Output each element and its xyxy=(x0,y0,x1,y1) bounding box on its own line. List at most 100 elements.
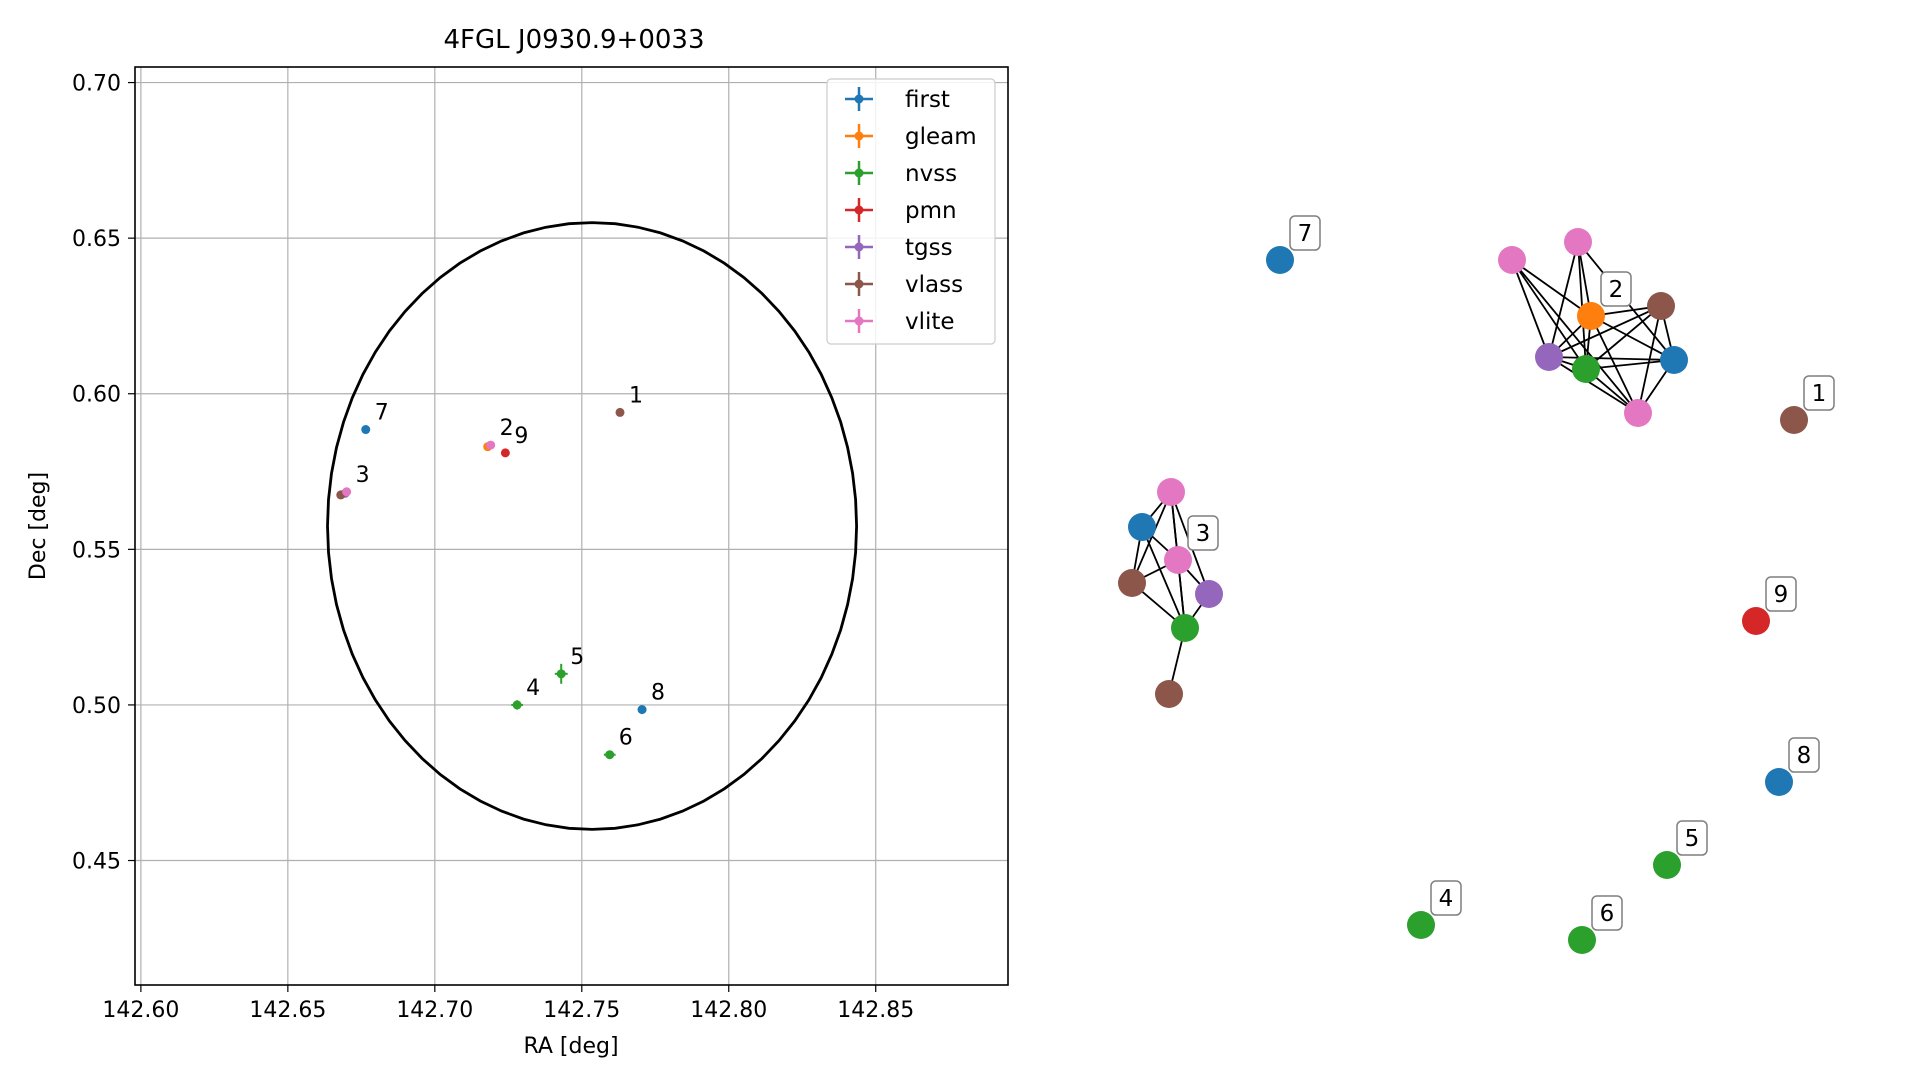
network-node xyxy=(1407,911,1435,939)
network-node xyxy=(1195,580,1223,608)
node-label: 4 xyxy=(1439,886,1454,912)
node-label-box: 3 xyxy=(1187,515,1219,551)
x-tick-label: 142.65 xyxy=(249,998,326,1023)
legend-marker-dot xyxy=(854,205,864,215)
node-label-box: 6 xyxy=(1591,895,1623,931)
x-axis-label: RA [deg] xyxy=(523,1034,618,1059)
legend: first gleam nvss pmn tgss vlass vlite xyxy=(826,78,996,345)
legend-entry-gleam: gleam xyxy=(905,124,977,150)
network-graph: 7 2 1 3 9 8 5 4 6 xyxy=(1118,215,1835,954)
network-node xyxy=(1572,355,1600,383)
node-label-frame xyxy=(1803,375,1835,411)
node-label-frame xyxy=(1289,215,1321,251)
network-node xyxy=(1171,614,1199,642)
network-node xyxy=(1660,346,1688,374)
network-edge xyxy=(1548,305,1662,358)
node-label: 1 xyxy=(1812,381,1827,407)
node-label: 6 xyxy=(1600,901,1615,927)
network-node xyxy=(1647,292,1675,320)
legend-entry-nvss: nvss xyxy=(905,161,957,187)
node-label-frame xyxy=(1765,576,1797,612)
source-point-vlite xyxy=(486,440,496,450)
network-node xyxy=(1128,513,1156,541)
network-node xyxy=(1535,343,1563,371)
node-label-box: 7 xyxy=(1289,215,1321,251)
x-tick-label: 142.85 xyxy=(837,998,914,1023)
network-edge xyxy=(1511,259,1592,317)
source-label: 1 xyxy=(629,383,643,408)
node-label-frame xyxy=(1788,737,1820,773)
source-label: 9 xyxy=(514,424,528,449)
legend-marker-dot xyxy=(854,131,864,141)
node-label-frame xyxy=(1430,880,1462,916)
network-edge xyxy=(1548,241,1579,358)
y-axis-label: Dec [deg] xyxy=(26,472,51,580)
source-label: 5 xyxy=(570,645,584,670)
legend-marker-dot xyxy=(854,316,864,326)
node-label-box: 5 xyxy=(1676,820,1708,856)
source-point-nvss xyxy=(605,750,615,760)
network-edge xyxy=(1511,259,1639,414)
localization-ellipse xyxy=(326,221,858,831)
y-tick-label: 0.60 xyxy=(72,383,121,408)
legend-entry-first: first xyxy=(905,87,950,113)
node-label-frame xyxy=(1676,820,1708,856)
network-node xyxy=(1155,680,1183,708)
y-tick-label: 0.45 xyxy=(72,850,121,875)
source-label: 8 xyxy=(651,681,665,706)
legend-marker-dot xyxy=(854,94,864,104)
node-label: 3 xyxy=(1196,521,1211,547)
x-tick-label: 142.75 xyxy=(543,998,620,1023)
node-label-box: 4 xyxy=(1430,880,1462,916)
network-node xyxy=(1742,607,1770,635)
node-label: 7 xyxy=(1298,221,1313,247)
network-edge xyxy=(1141,526,1186,629)
source-point-nvss xyxy=(556,669,566,679)
y-tick-label: 0.65 xyxy=(72,227,121,252)
chart-title: 4FGL J0930.9+0033 xyxy=(444,25,705,55)
node-label-frame xyxy=(1187,515,1219,551)
network-edge xyxy=(1511,259,1587,370)
network-edge xyxy=(1590,315,1675,361)
network-node xyxy=(1653,851,1681,879)
network-node xyxy=(1266,246,1294,274)
legend-frame xyxy=(826,78,996,345)
source-label: 6 xyxy=(619,726,633,751)
node-label: 9 xyxy=(1774,582,1789,608)
node-label-box: 9 xyxy=(1765,576,1797,612)
node-label-frame xyxy=(1591,895,1623,931)
node-label: 5 xyxy=(1685,826,1700,852)
y-tick-label: 0.55 xyxy=(72,538,121,563)
network-node xyxy=(1564,228,1592,256)
network-edge xyxy=(1548,356,1675,361)
network-edge xyxy=(1590,315,1639,414)
source-point-vlass xyxy=(615,407,625,417)
network-node xyxy=(1624,399,1652,427)
source-label: 3 xyxy=(356,463,370,488)
legend-marker-dot xyxy=(854,279,864,289)
ellipse-layer xyxy=(326,221,858,831)
y-axis-ticks: 0.45 0.50 0.55 0.60 0.65 0.70 xyxy=(72,72,135,875)
network-node xyxy=(1164,546,1192,574)
node-label-box: 8 xyxy=(1788,737,1820,773)
network-nodes: 7 2 1 3 9 8 5 4 6 xyxy=(1118,215,1835,954)
network-edge xyxy=(1585,359,1675,370)
network-node xyxy=(1780,406,1808,434)
source-point-first xyxy=(361,425,371,435)
node-label-box: 1 xyxy=(1803,375,1835,411)
network-node xyxy=(1157,478,1185,506)
x-axis-ticks: 142.60 142.65 142.70 142.75 142.80 142.85 xyxy=(102,985,914,1023)
y-tick-label: 0.50 xyxy=(72,694,121,719)
network-node xyxy=(1498,246,1526,274)
node-label: 8 xyxy=(1797,743,1812,769)
x-tick-label: 142.80 xyxy=(690,998,767,1023)
node-label-box: 2 xyxy=(1600,271,1632,307)
network-node xyxy=(1765,768,1793,796)
node-label-frame xyxy=(1600,271,1632,307)
network-node xyxy=(1568,926,1596,954)
source-point-pmn xyxy=(500,448,510,458)
legend-entry-vlass: vlass xyxy=(905,272,963,298)
legend-entry-vlite: vlite xyxy=(905,309,955,335)
source-point-nvss xyxy=(512,700,522,710)
